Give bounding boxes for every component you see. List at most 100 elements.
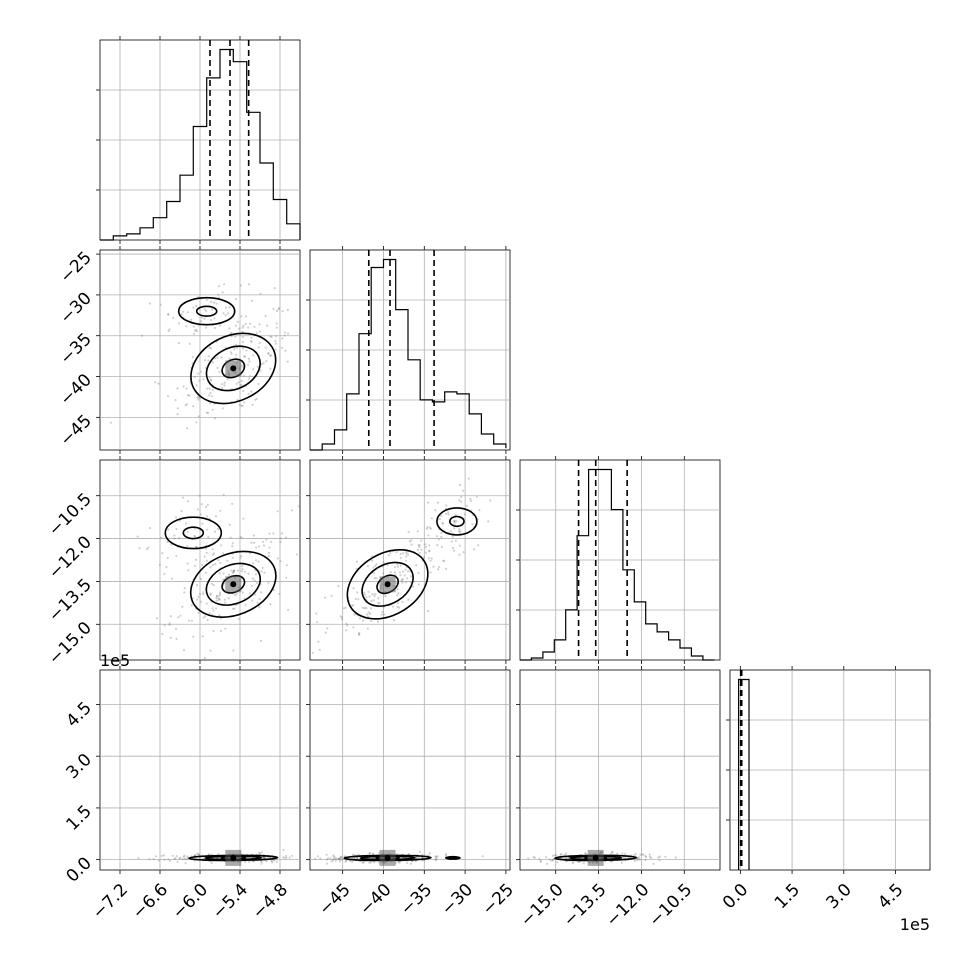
scatter-point — [218, 614, 221, 617]
scatter-point — [247, 357, 250, 360]
scatter-point — [285, 576, 288, 579]
scatter-point — [250, 299, 253, 302]
scatter-point — [550, 859, 553, 862]
scatter-point — [340, 857, 343, 860]
scatter-point — [620, 861, 623, 864]
scatter-point — [220, 356, 223, 359]
scatter-point — [109, 421, 112, 424]
scatter-point — [227, 597, 230, 600]
scatter-point — [258, 323, 261, 326]
scatter-point — [173, 537, 176, 540]
scatter-point — [407, 598, 410, 601]
scatter-point — [204, 366, 207, 369]
scatter-point — [240, 364, 243, 367]
density-peak — [384, 581, 391, 588]
scatter-point — [190, 318, 193, 321]
scatter-point — [459, 530, 462, 533]
scatter-point — [469, 497, 472, 500]
x-tick-label: 4.5 — [874, 880, 907, 913]
scatter-point — [353, 613, 356, 616]
scatter-point — [263, 571, 266, 574]
scatter-point — [200, 316, 203, 319]
scatter-point — [445, 512, 448, 515]
scatter-point — [450, 540, 453, 543]
scatter-point — [577, 860, 580, 864]
scatter-point — [273, 287, 276, 290]
scatter-point — [283, 334, 286, 337]
scatter-point — [202, 593, 205, 596]
scatter-point — [471, 523, 474, 526]
scatter-point — [371, 559, 374, 562]
scatter-point — [199, 320, 203, 323]
scatter-point — [396, 588, 399, 591]
scatter-point — [154, 381, 157, 384]
scatter-point — [186, 427, 189, 430]
scatter-point — [274, 348, 277, 351]
scatter-point — [463, 513, 466, 516]
scatter-point — [374, 593, 377, 596]
scatter-point — [209, 593, 212, 597]
scatter-point — [256, 365, 259, 368]
scatter-point — [279, 540, 282, 544]
scatter-point — [326, 627, 329, 630]
scatter-point — [241, 591, 244, 594]
scatter-point — [155, 617, 159, 620]
scatter-cloud — [136, 493, 300, 660]
scatter-point — [418, 544, 421, 547]
density-peak — [230, 581, 237, 588]
scatter-point — [211, 408, 214, 411]
scatter-point — [260, 570, 263, 573]
scatter-point — [399, 552, 402, 556]
scatter-point — [174, 399, 177, 402]
scatter-point — [406, 577, 409, 580]
scatter-point — [138, 547, 141, 550]
scatter-point — [175, 554, 178, 557]
scatter-point — [214, 357, 217, 360]
scatter-point — [356, 857, 359, 860]
scatter-point — [424, 543, 427, 546]
scatter-point — [275, 860, 278, 863]
scatter-point — [203, 555, 206, 558]
density-contour-secondary-inner — [182, 526, 205, 540]
scatter-point — [235, 593, 238, 596]
scatter-point — [251, 403, 254, 407]
scatter-point — [438, 565, 441, 569]
scatter-point — [438, 518, 441, 521]
scatter-point — [401, 570, 404, 573]
scatter-point — [417, 583, 420, 586]
scatter-point — [284, 536, 288, 539]
scatter-point — [442, 559, 445, 562]
scatter-point — [236, 320, 239, 323]
scatter-point — [184, 522, 187, 525]
scatter-point — [177, 616, 180, 619]
scatter-point — [252, 534, 255, 537]
scatter-point — [275, 309, 279, 312]
scatter-point — [443, 560, 446, 563]
scatter-point — [243, 401, 246, 404]
scatter-point — [167, 313, 170, 316]
scatter-point — [207, 355, 210, 358]
scatter-point — [181, 605, 184, 608]
scatter-point — [274, 342, 278, 345]
scatter-point — [396, 565, 400, 568]
scatter-point — [206, 387, 209, 390]
scatter-point — [453, 520, 456, 523]
x-tick-label: −12.0 — [602, 880, 653, 931]
scatter-point — [453, 523, 456, 526]
scatter-point — [444, 567, 448, 571]
scatter-point — [168, 623, 171, 626]
scatter-point — [674, 856, 677, 859]
scatter-point — [324, 631, 327, 634]
scatter-point — [372, 599, 375, 602]
scatter-point — [657, 856, 660, 859]
scatter-point — [258, 598, 261, 601]
scatter-point — [344, 860, 347, 863]
scatter-point — [473, 548, 476, 551]
scatter-point — [219, 509, 222, 512]
scatter-point — [217, 597, 220, 600]
scatter-point — [556, 861, 559, 864]
scatter-point — [228, 357, 231, 360]
scatter-point — [645, 855, 648, 859]
scatter-point — [240, 384, 243, 387]
scatter-point — [182, 385, 185, 388]
